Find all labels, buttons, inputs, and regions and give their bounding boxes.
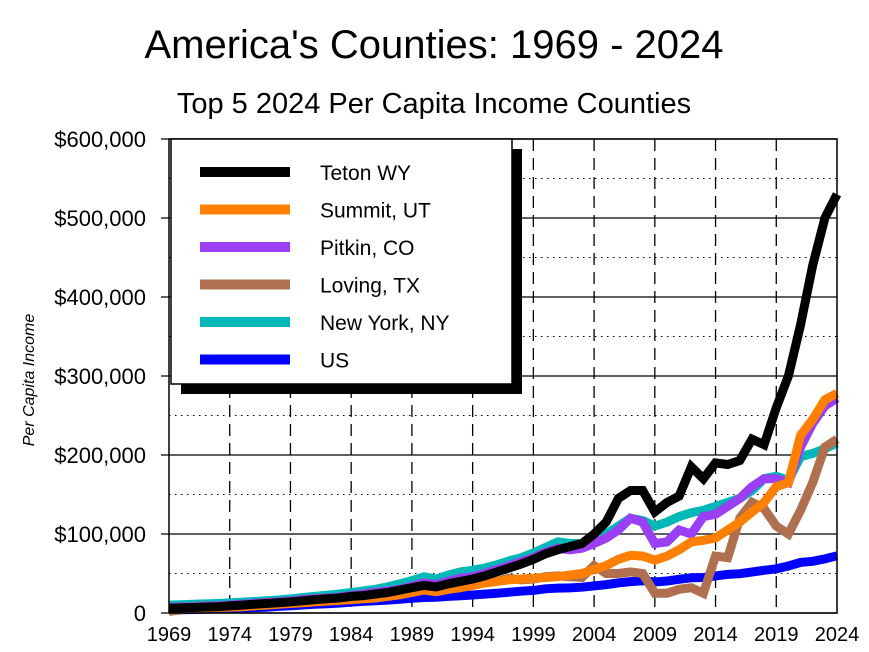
x-tick-label: 1999	[511, 624, 556, 646]
x-tick-label: 2014	[693, 624, 738, 646]
x-tick-label: 1969	[147, 624, 192, 646]
legend-label: Summit, UT	[320, 200, 431, 223]
x-tick-label: 2019	[754, 624, 799, 646]
x-tick-label: 1974	[207, 624, 252, 646]
y-tick-label: $300,000	[54, 364, 146, 389]
x-tick-label: 1989	[390, 624, 435, 646]
series-group	[168, 192, 842, 616]
axis-ticks: 0 $100,000 $200,000 $300,000 $400,000 $500,00…	[54, 127, 859, 646]
legend-label: Loving, TX	[320, 275, 420, 298]
x-tick-label: 1994	[450, 624, 495, 646]
y-tick-label: $600,000	[54, 127, 146, 152]
x-tick-label: 2009	[633, 624, 678, 646]
x-tick-label: 1979	[268, 624, 313, 646]
legend-box	[170, 138, 513, 385]
legend-label: Pitkin, CO	[320, 237, 415, 260]
y-tick-label: $400,000	[54, 285, 146, 310]
chart-title: America's Counties: 1969 - 2024	[144, 23, 723, 67]
x-tick-label: 1984	[329, 624, 374, 646]
legend: Teton WY Summit, UT Pitkin, CO Loving, TX Ne…	[170, 138, 522, 394]
legend-label: New York, NY	[320, 312, 450, 335]
chart-subtitle: Top 5 2024 Per Capita Income Counties	[177, 88, 691, 120]
x-tick-label: 2024	[815, 624, 860, 646]
legend-items: Teton WY Summit, UT Pitkin, CO Loving, TX Ne…	[200, 162, 450, 373]
x-tick-label: 2004	[572, 624, 617, 646]
legend-label: Teton WY	[320, 162, 411, 185]
y-axis-label: Per Capita Income	[21, 314, 38, 447]
y-tick-label: $500,000	[54, 206, 146, 231]
y-tick-label: 0	[134, 601, 146, 626]
y-tick-label: $200,000	[54, 443, 146, 468]
y-tick-label: $100,000	[54, 522, 146, 547]
legend-label: US	[320, 350, 349, 373]
series-line-teton-wy	[168, 192, 842, 613]
